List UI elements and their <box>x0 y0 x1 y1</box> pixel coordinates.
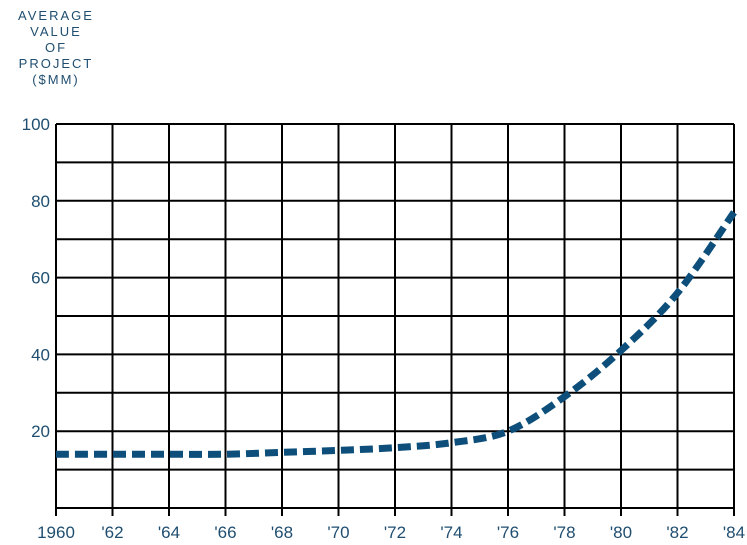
x-tick-label: '72 <box>384 523 406 542</box>
y-axis-label-line: ($MM) <box>32 72 80 87</box>
x-tick-label: '70 <box>327 523 349 542</box>
y-tick-label: 20 <box>31 422 50 441</box>
series-line <box>56 210 737 458</box>
x-tick-label: '66 <box>214 523 236 542</box>
x-tick-label: '80 <box>610 523 632 542</box>
x-tick-label: 1960 <box>37 523 75 542</box>
y-axis-label-line: PROJECT <box>18 56 94 71</box>
x-tick-label: '74 <box>440 523 462 542</box>
y-axis-label-line: OF <box>44 40 68 55</box>
y-tick-label: 100 <box>22 115 50 134</box>
x-tick-label: '76 <box>497 523 519 542</box>
y-axis-label: AVERAGE VALUE OF PROJECT ($MM) <box>8 8 104 88</box>
y-tick-label: 80 <box>31 192 50 211</box>
grid <box>55 123 735 516</box>
y-axis-label-line: VALUE <box>30 24 82 39</box>
y-axis-ticks: 20 40 60 80 100 <box>22 115 50 441</box>
x-tick-label: '78 <box>553 523 575 542</box>
y-axis-label-line: AVERAGE <box>18 8 94 23</box>
y-tick-label: 60 <box>31 269 50 288</box>
x-tick-label: '68 <box>271 523 293 542</box>
x-axis-ticks: 1960 '62 '64 '66 '68 '70 '72 '74 '76 '78 '80 '82 '84 <box>37 523 745 542</box>
x-tick-label: '62 <box>101 523 123 542</box>
series-layer <box>55 210 737 458</box>
x-tick-label: '84 <box>723 523 745 542</box>
x-tick-label: '64 <box>158 523 180 542</box>
y-tick-label: 40 <box>31 345 50 364</box>
x-tick-label: '82 <box>666 523 688 542</box>
